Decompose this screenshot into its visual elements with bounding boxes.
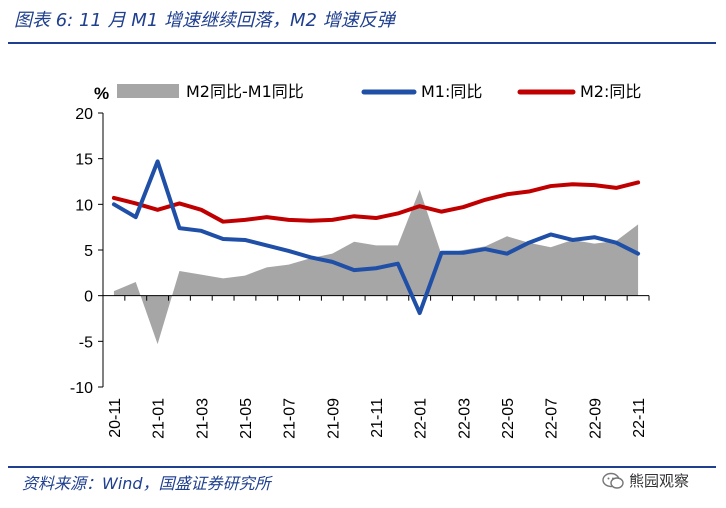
y-unit-label: % bbox=[94, 84, 109, 103]
series-line-m2 bbox=[111, 180, 641, 224]
x-tick-label: 21-09 bbox=[325, 398, 342, 439]
bottom-rule bbox=[8, 466, 716, 468]
x-tick-label: 20-11 bbox=[107, 398, 124, 438]
y-tick-label: -5 bbox=[79, 334, 93, 351]
y-tick-label: -10 bbox=[70, 380, 93, 397]
source-note: 资料来源：Wind，国盛证券研究所 bbox=[22, 474, 271, 493]
top-rule bbox=[8, 42, 716, 44]
x-tick-label: 22-03 bbox=[456, 398, 473, 439]
legend-label-spread: M2同比-M1同比 bbox=[186, 82, 304, 101]
y-tick-label: 20 bbox=[75, 106, 93, 123]
y-tick-label: 5 bbox=[84, 243, 93, 260]
y-tick-label: 10 bbox=[75, 197, 93, 214]
legend-label-m1: M1:同比 bbox=[421, 82, 482, 101]
watermark-text: 熊园观察 bbox=[629, 472, 690, 490]
x-tick-label: 22-09 bbox=[587, 398, 604, 439]
x-tick-label: 22-11 bbox=[631, 398, 648, 438]
plot-area: 20 15 10 5 0 -5 -10 20-11 21-01 21-03 21-05 21-07 21… bbox=[70, 106, 650, 439]
x-tick-label: 22-01 bbox=[413, 398, 430, 439]
x-tick-label: 21-01 bbox=[151, 398, 168, 439]
figure-title: 图表 6: 11 月 M1 增速继续回落，M2 增速反弹 bbox=[14, 10, 395, 31]
x-tick-label: 21-05 bbox=[238, 398, 255, 439]
x-tick-label: 22-07 bbox=[544, 398, 561, 439]
wechat-icon bbox=[602, 472, 624, 489]
x-tick-label: 22-05 bbox=[500, 398, 517, 439]
legend: M2同比-M1同比 M1:同比 M2:同比 bbox=[117, 82, 641, 101]
x-tick-label: 21-11 bbox=[369, 398, 386, 438]
x-tick-label: 21-07 bbox=[282, 398, 299, 439]
x-tick-label: 21-03 bbox=[194, 398, 211, 439]
legend-label-m2: M2:同比 bbox=[580, 82, 641, 101]
y-tick-label: 15 bbox=[75, 152, 93, 169]
watermark: 熊园观察 bbox=[602, 470, 689, 491]
y-tick-label: 0 bbox=[84, 289, 93, 306]
legend-swatch-spread bbox=[117, 84, 179, 98]
